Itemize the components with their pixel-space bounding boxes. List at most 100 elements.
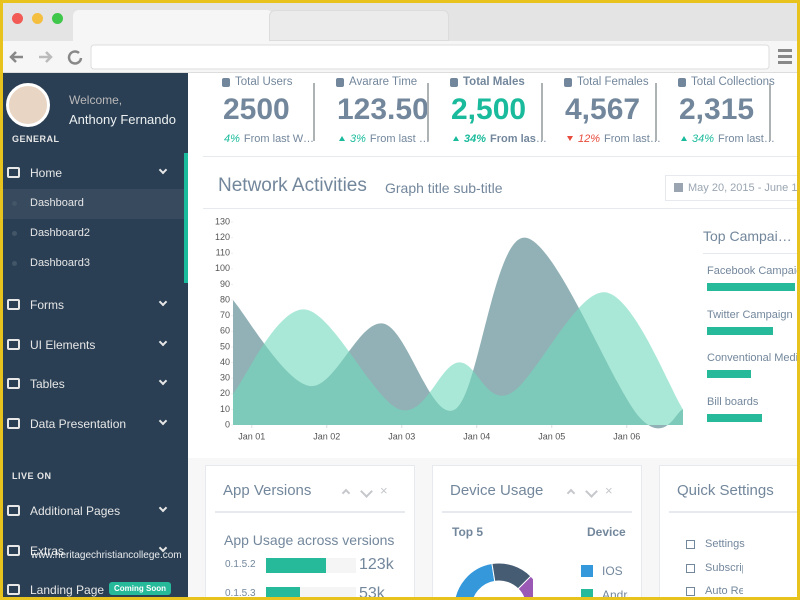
menu-icon (7, 167, 20, 178)
campaign-bar (707, 283, 795, 291)
legend-swatch (581, 589, 593, 597)
close-tool[interactable]: × (380, 483, 388, 498)
stat-footer: 4% From last Week (224, 133, 320, 147)
menu-item[interactable]: Additional Pages (30, 504, 121, 518)
stat-note: From last Week (243, 133, 320, 145)
y-tick-label: 80 (220, 294, 230, 304)
x-tick-label: Jan 06 (613, 431, 640, 441)
menu-icon (7, 338, 20, 350)
menu-button-bar (778, 55, 792, 58)
close-tool[interactable]: × (605, 483, 613, 498)
menu-icon (7, 544, 20, 556)
stat-label: Total Collections (691, 76, 775, 88)
y-tick-label: 50 (220, 341, 230, 351)
menu-item[interactable]: Forms (30, 298, 64, 312)
menu-item[interactable]: UI Elements (30, 337, 96, 352)
version-bar (266, 587, 301, 597)
panel (432, 465, 642, 597)
tab[interactable] (269, 10, 449, 41)
stat-divider (313, 83, 315, 141)
address-bar[interactable] (90, 44, 770, 70)
tab-active[interactable] (73, 10, 273, 41)
submenu-dot (12, 231, 17, 236)
menu-item[interactable]: Tables (30, 377, 65, 391)
settings-item[interactable]: Settings (705, 538, 745, 550)
sidebar: Welcome, Anthony Fernando GENERAL LIVE O… (3, 73, 188, 597)
y-tick-label: 70 (220, 310, 230, 320)
chart-subtitle: Graph title sub-title (385, 180, 503, 196)
stat-label: Total Users (235, 76, 293, 88)
menu-button[interactable] (778, 49, 792, 52)
stat-footer: 3%From last Week (338, 133, 434, 147)
x-tick-label: Jan 04 (463, 431, 490, 441)
version-bar (266, 558, 327, 573)
section-title: GENERAL (12, 134, 60, 144)
settings-icon (686, 587, 695, 596)
menu-item[interactable]: Landing Page (30, 583, 105, 597)
stat-value: 2500 (223, 93, 290, 126)
calendar-icon (674, 183, 683, 192)
version-value: 53k (359, 585, 385, 600)
campaign-name: Bill boards (707, 395, 759, 408)
y-tick-label: 20 (220, 388, 230, 398)
stat-change: 34% (692, 133, 715, 145)
stat-change: 4% (224, 133, 240, 145)
stat-icon (450, 78, 458, 87)
stat-divider (655, 83, 657, 141)
settings-icon (686, 540, 695, 549)
menu-item[interactable]: Extras (30, 543, 65, 558)
date-range[interactable]: May 20, 2015 - June 18, 2015 (665, 175, 797, 201)
column-head: Device (587, 525, 626, 539)
menu-item[interactable]: Data Presentation (30, 416, 127, 431)
menu-icon (7, 584, 20, 595)
toolbar-icons (9, 44, 792, 70)
campaign-name: Twitter Campaign (707, 308, 793, 321)
menu-button-bar (778, 61, 792, 64)
menu-item[interactable]: Home (30, 166, 63, 180)
trend-arrow (339, 136, 345, 141)
stat-change: 3% (350, 133, 366, 145)
y-tick-label: 40 (220, 357, 230, 367)
y-tick-label: 60 (220, 326, 230, 336)
back-button[interactable] (9, 51, 23, 63)
stat-label: Total Males (463, 76, 525, 88)
area-series (233, 292, 683, 425)
settings-item[interactable]: Auto Renewal (705, 585, 743, 597)
menu-icon (7, 378, 20, 389)
submenu-dot (12, 261, 17, 266)
reload-button[interactable] (67, 50, 83, 65)
stat-value: 2,315 (679, 93, 755, 126)
menu-icon (7, 505, 20, 516)
stat-divider (769, 83, 771, 141)
y-tick-label: 130 (215, 216, 230, 226)
campaign-bar (707, 326, 773, 335)
stat-icon (564, 78, 572, 87)
watermark: www.heritagechristiancollege.com (31, 550, 182, 561)
x-tick-label: Jan 02 (313, 431, 340, 441)
panel-title: App Versions (223, 482, 312, 499)
section-title: LIVE ON (12, 471, 52, 481)
y-tick-label: 110 (216, 248, 230, 258)
stat-note: From last Week (490, 133, 548, 145)
trend-arrow (567, 136, 573, 141)
submenu-item[interactable]: Dashboard2 (30, 227, 90, 239)
forward-button[interactable] (39, 51, 53, 63)
close-dot[interactable] (12, 13, 23, 24)
version-label: 0.1.5.2 (225, 559, 256, 570)
submenu-item[interactable]: Dashboard3 (30, 257, 90, 269)
stat-divider (541, 83, 543, 141)
menu-icon (7, 417, 20, 429)
submenu-item[interactable]: Dashboard (30, 197, 84, 209)
settings-item[interactable]: Subscription (705, 561, 743, 574)
legend-swatch (581, 565, 593, 577)
maximize-dot[interactable] (52, 13, 63, 24)
minimize-dot[interactable] (32, 13, 43, 24)
version-value: 123k (359, 556, 394, 573)
user-name: Anthony Fernando (69, 112, 176, 127)
stat-icon (336, 78, 344, 87)
stat-label: Avarare Time (349, 76, 418, 88)
doughnut-segment (454, 562, 496, 597)
y-tick-label: 10 (220, 404, 230, 414)
